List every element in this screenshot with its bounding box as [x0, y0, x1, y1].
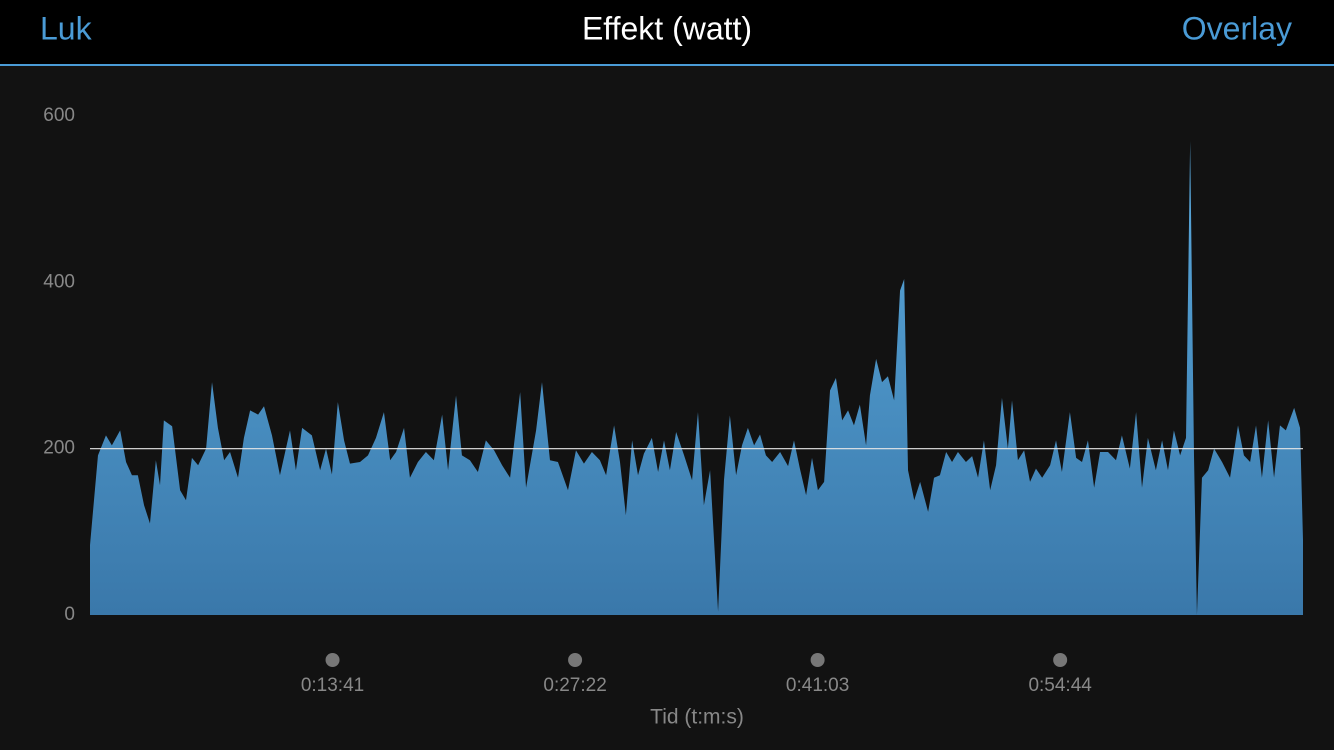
x-tick-dot — [568, 653, 583, 667]
x-tick-dot — [810, 653, 825, 667]
x-tick-dot — [1053, 653, 1068, 667]
x-tick-label: 0:41:03 — [786, 675, 849, 696]
x-tick-label: 0:13:41 — [301, 675, 364, 696]
nav-title: Effekt (watt) — [582, 10, 752, 46]
close-button[interactable]: Luk — [40, 10, 93, 46]
y-tick-label: 0 — [64, 604, 75, 625]
y-tick-label: 600 — [43, 105, 75, 126]
x-tick-dot — [325, 653, 340, 667]
y-tick-label: 400 — [43, 271, 75, 292]
x-tick-label: 0:54:44 — [1028, 675, 1092, 696]
overlay-button[interactable]: Overlay — [1182, 10, 1292, 46]
y-tick-label: 200 — [43, 438, 75, 459]
x-tick-label: 0:27:22 — [543, 675, 606, 696]
plot: 0 200 400 600 0:13:41 0:27:22 0:41:03 0:54:44 — [43, 105, 1303, 696]
x-axis-label: Tid (t:m:s) — [650, 706, 744, 729]
power-area — [90, 140, 1303, 615]
nav-bar — [0, 0, 1334, 64]
